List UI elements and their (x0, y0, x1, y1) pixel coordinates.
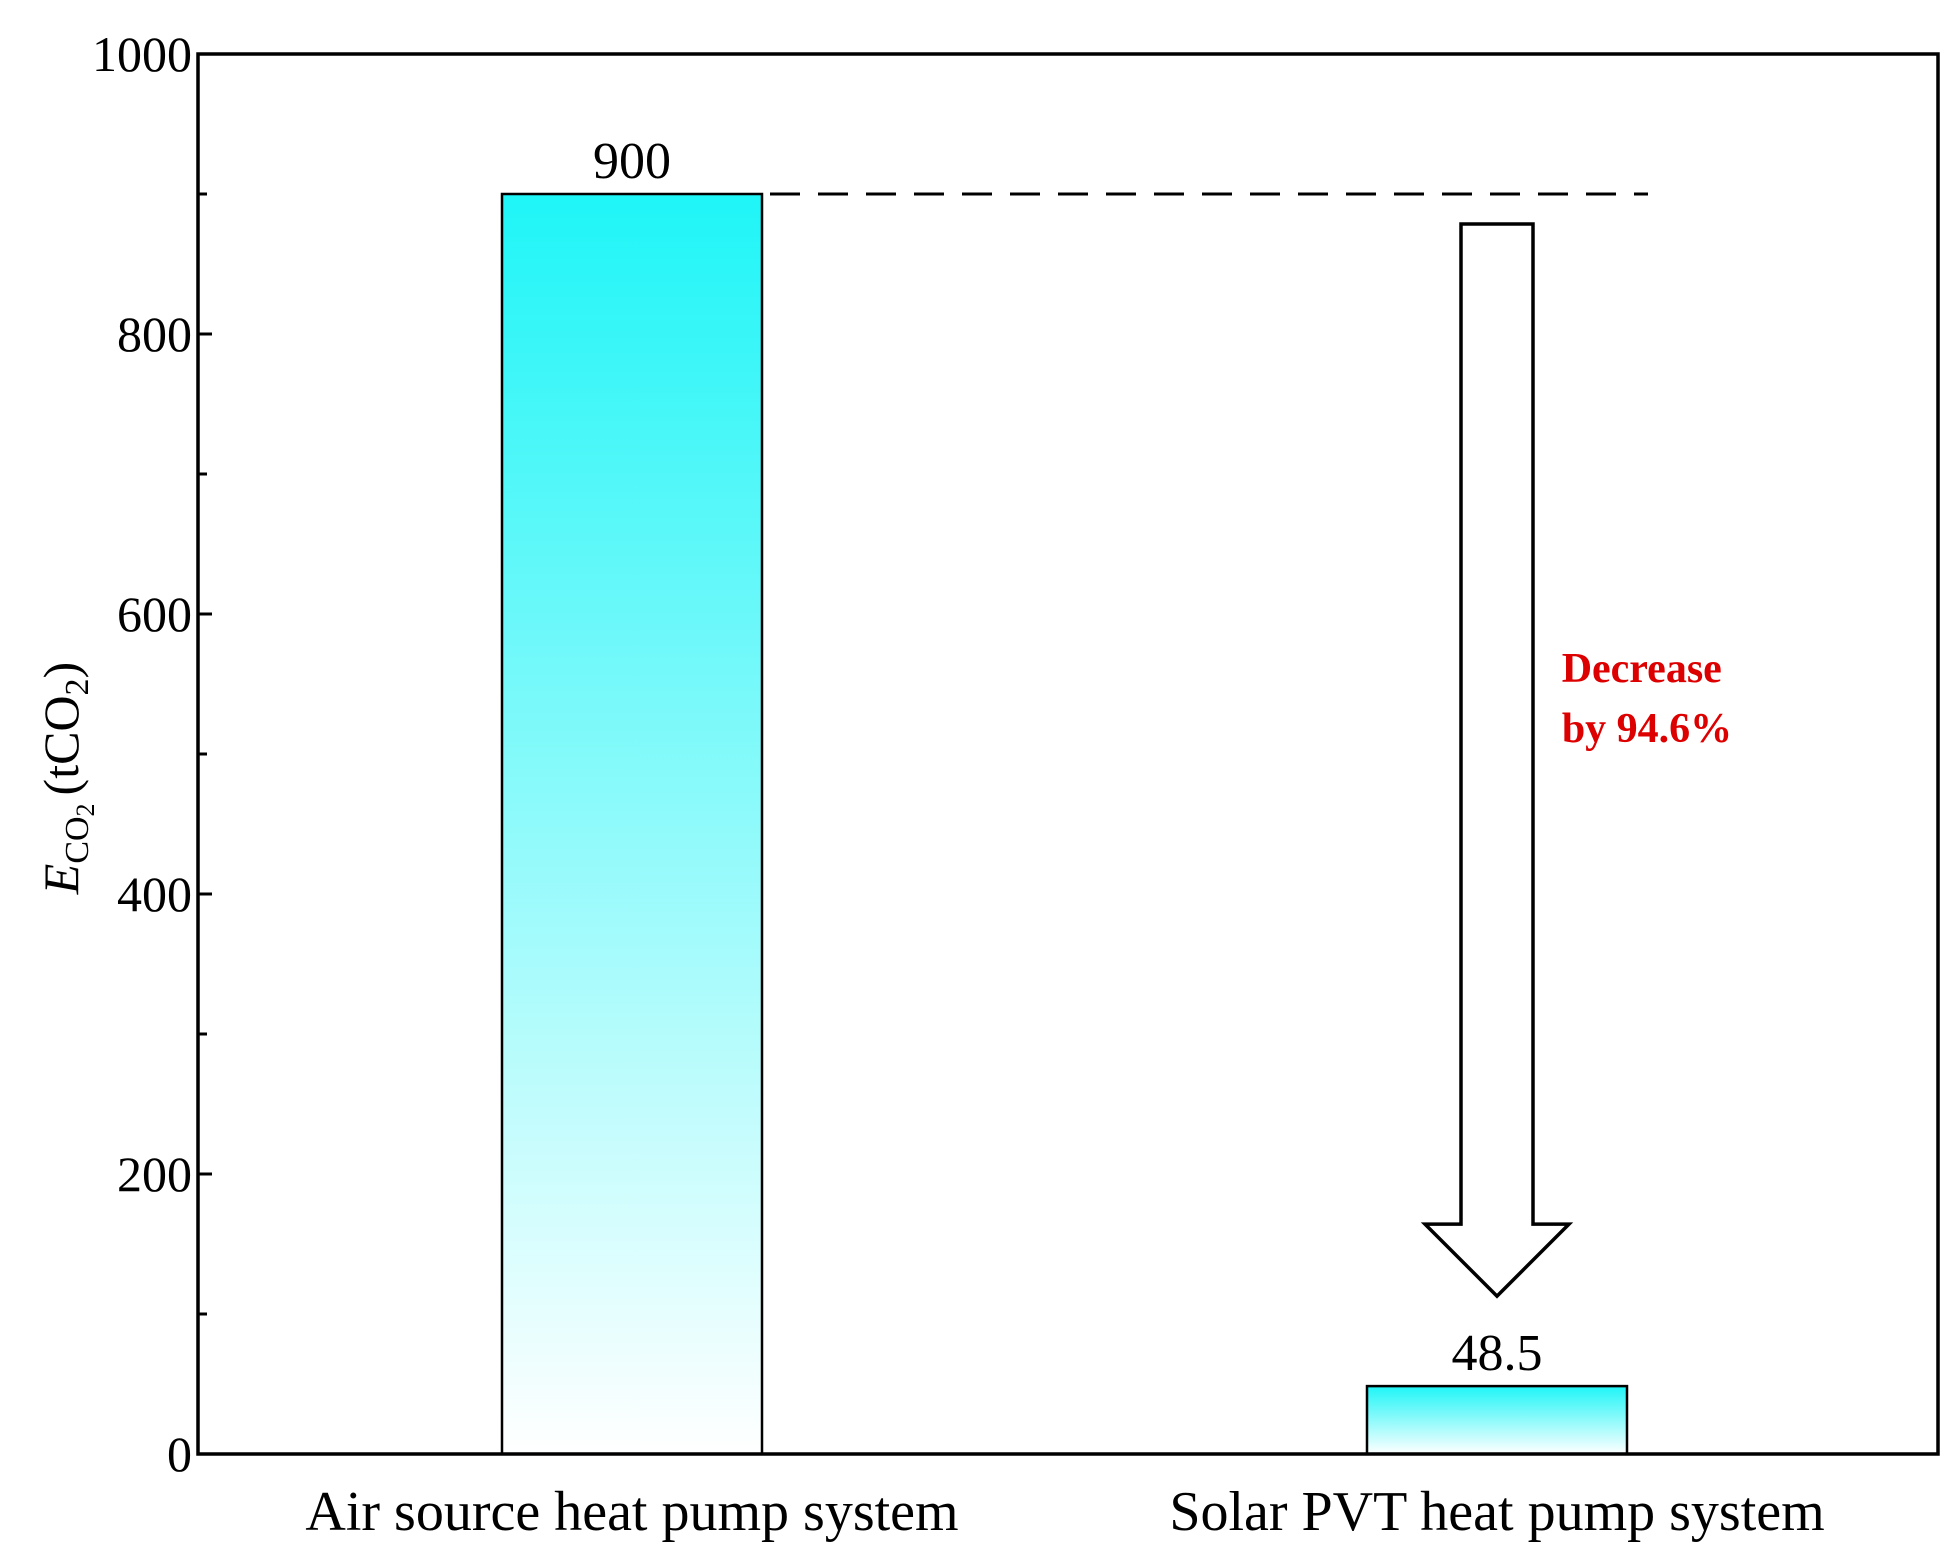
y-tick-label: 1000 (92, 26, 192, 82)
annotation-line-2: by 94.6% (1562, 706, 1732, 752)
annotation-line-1: Decrease (1562, 646, 1722, 692)
bar (1365, 1384, 1629, 1456)
y-tick-label: 200 (117, 1146, 192, 1202)
y-tick-label: 800 (117, 306, 192, 362)
bar-value-label: 900 (593, 133, 671, 190)
y-axis-unit-prefix: (tCO (33, 695, 89, 795)
decrease-annotation: Decrease by 94.6% (1562, 646, 1733, 752)
x-category-label: Air source heat pump system (305, 1481, 958, 1543)
y-axis-subscript: CO (59, 816, 96, 863)
bar (500, 192, 764, 1456)
y-tick-label: 600 (117, 586, 192, 642)
y-tick-label: 0 (167, 1426, 192, 1482)
bar-value-label: 48.5 (1452, 1325, 1543, 1382)
x-category-label: Solar PVT heat pump system (1169, 1481, 1824, 1543)
y-axis-unit-digit: 2 (59, 678, 96, 695)
y-tick-label: 400 (117, 866, 192, 922)
decrease-arrow (1420, 222, 1574, 1299)
y-axis-symbol: E (33, 864, 89, 896)
y-axis-unit-suffix: ) (33, 662, 89, 679)
y-axis-label: ECO2(tCO2) (33, 662, 100, 895)
y-axis-subscript-digit: 2 (71, 803, 100, 816)
plot-frame (196, 52, 1940, 1456)
